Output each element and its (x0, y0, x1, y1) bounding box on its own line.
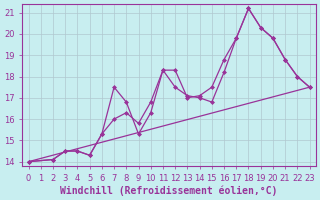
X-axis label: Windchill (Refroidissement éolien,°C): Windchill (Refroidissement éolien,°C) (60, 185, 278, 196)
